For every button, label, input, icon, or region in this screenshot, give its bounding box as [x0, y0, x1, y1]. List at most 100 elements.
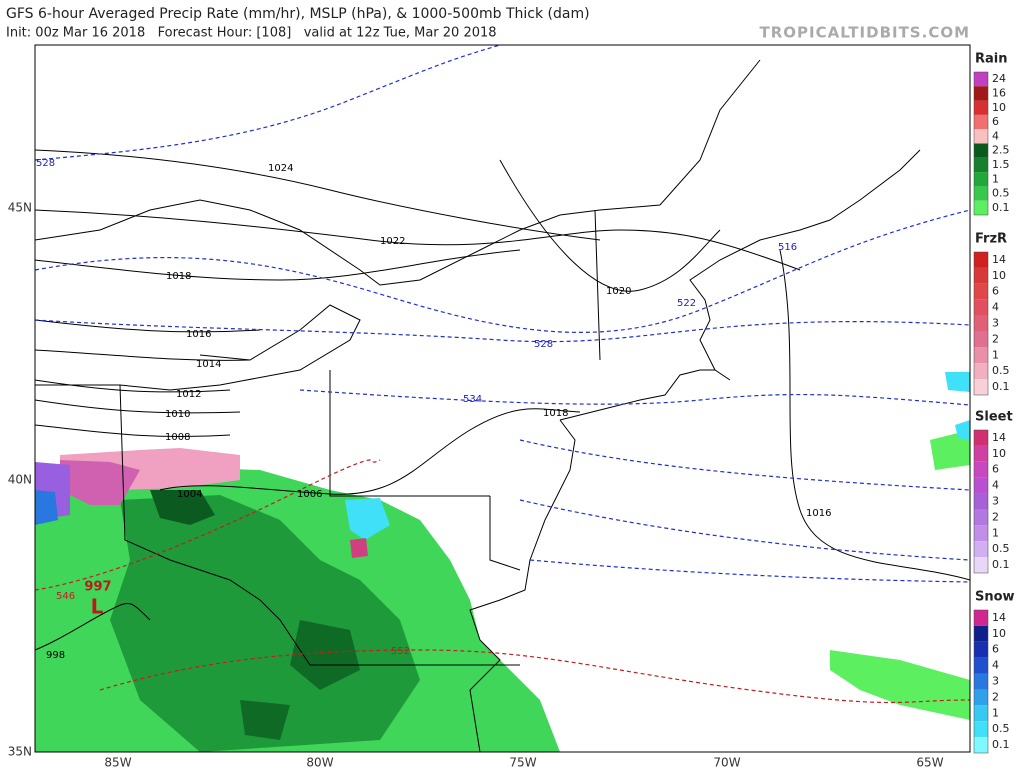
legend-label: 0.1: [992, 201, 1010, 214]
legend-swatch: [974, 525, 988, 542]
legend-label: 10: [992, 627, 1006, 640]
isobar-label: 1006: [297, 489, 322, 500]
legend-swatch: [974, 610, 988, 626]
isobar-label: 1004: [177, 489, 202, 500]
legend-label: 3: [992, 675, 999, 688]
lon-label: 85W: [104, 756, 131, 770]
legend-swatch: [974, 347, 988, 364]
legend-label: 10: [992, 447, 1006, 460]
legend-label: 2: [992, 332, 999, 345]
legend-swatch: [974, 129, 988, 144]
map-frame: [34, 44, 971, 753]
isobar-label: 1014: [196, 359, 221, 370]
source: TROPICALTIDBITS.COM: [760, 24, 971, 42]
legend-swatch: [974, 689, 988, 706]
legend-swatch: [974, 541, 988, 558]
legend-label: 6: [992, 643, 999, 656]
thickness-label: 528: [534, 339, 553, 350]
legend-swatch: [974, 157, 988, 173]
legend-label: 1: [992, 706, 999, 719]
legend-swatch: [974, 379, 988, 395]
isobar-label: 1016: [806, 508, 831, 519]
legend-title: Snow: [975, 590, 1015, 605]
legend-frame: [973, 429, 989, 574]
legend-swatch: [974, 86, 988, 101]
legend-swatch: [974, 299, 988, 316]
legend-swatch: [974, 430, 988, 446]
legend-label: 0.1: [992, 558, 1010, 571]
legend-swatch: [974, 657, 988, 674]
legend-label: 2: [992, 510, 999, 523]
isobar-label: 998: [46, 650, 65, 661]
legend-label: 3: [992, 317, 999, 330]
legend-label: 0.5: [992, 364, 1010, 377]
legend-swatch: [974, 737, 988, 753]
legend-label: 1.5: [992, 158, 1010, 171]
legend-swatch: [974, 641, 988, 658]
legend-swatch: [974, 477, 988, 494]
legend-swatch: [974, 200, 988, 215]
lat-label: 45N: [8, 201, 32, 215]
legend-label: 0.5: [992, 542, 1010, 555]
isobar-label: 1018: [166, 271, 191, 282]
legend-label: 0.1: [992, 738, 1010, 751]
legend-label: 0.5: [992, 187, 1010, 200]
legend-swatch: [974, 186, 988, 201]
thickness-label: 528: [36, 158, 55, 169]
legend-label: 1: [992, 348, 999, 361]
low-symbol: L: [91, 595, 104, 619]
isobar-label: 1010: [165, 409, 190, 420]
thickness-label: 552: [391, 646, 410, 657]
legend-label: 3: [992, 495, 999, 508]
thickness-label: 522: [677, 298, 696, 309]
lon-label: 75W: [509, 756, 536, 770]
lat-label: 35N: [8, 745, 32, 759]
isobar-label: 1018: [543, 408, 568, 419]
legend-label: 2.5: [992, 144, 1010, 157]
legend-swatch: [974, 461, 988, 478]
legend-title: FrzR: [975, 232, 1007, 247]
legend-swatch: [974, 114, 988, 130]
legend-label: 2: [992, 690, 999, 703]
legend-swatch: [974, 721, 988, 738]
legend-title: Sleet: [975, 410, 1013, 425]
legend-label: 1: [992, 172, 999, 185]
legend-label: 4: [992, 301, 999, 314]
isobar-label: 1016: [186, 329, 211, 340]
legend-label: 0.1: [992, 380, 1010, 393]
legend-swatch: [974, 315, 988, 332]
legend-label: 10: [992, 101, 1006, 114]
legend-label: 4: [992, 129, 999, 142]
legend-label: 14: [992, 611, 1006, 624]
title: GFS 6-hour Averaged Precip Rate (mm/hr),…: [6, 6, 590, 22]
legend-swatch: [974, 705, 988, 722]
legend-label: 6: [992, 115, 999, 128]
legend-label: 14: [992, 431, 1006, 444]
legends: Rain241610642.51.510.50.1FrzR1410643210.…: [973, 52, 1015, 754]
legend-swatch: [974, 100, 988, 115]
lon-label: 65W: [916, 756, 943, 770]
legend-label: 24: [992, 72, 1006, 85]
legend-label: 14: [992, 253, 1006, 266]
legend-frame: [973, 609, 989, 754]
legend-label: 6: [992, 463, 999, 476]
isobar-label: 1024: [268, 163, 293, 174]
isobar-label: 1022: [380, 236, 405, 247]
legend-swatch: [974, 509, 988, 526]
legend-swatch: [974, 625, 988, 642]
legend-swatch: [974, 72, 988, 87]
legend-label: 16: [992, 86, 1006, 99]
legend-swatch: [974, 252, 988, 268]
isobar-label: 1012: [176, 389, 201, 400]
legend-label: 4: [992, 479, 999, 492]
legend-title: Rain: [975, 52, 1008, 67]
lon-label: 70W: [713, 756, 740, 770]
legend-swatch: [974, 143, 988, 158]
legend-swatch: [974, 557, 988, 573]
legend-label: 6: [992, 285, 999, 298]
legend-swatch: [974, 673, 988, 690]
low-pressure: 997: [84, 580, 111, 595]
legend-frame: [973, 251, 989, 396]
isobar-label: 1020: [606, 286, 631, 297]
